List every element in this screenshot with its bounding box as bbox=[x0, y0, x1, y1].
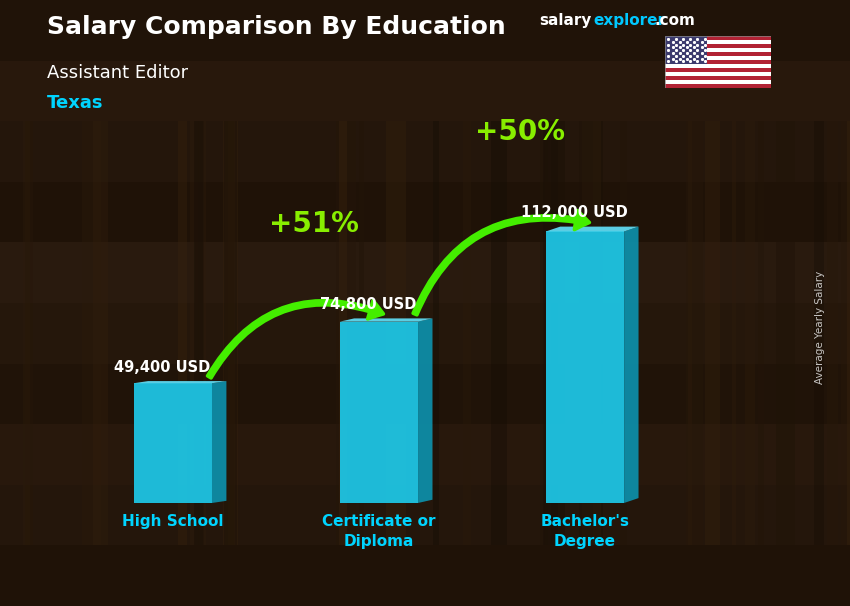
Bar bbox=[705, 121, 720, 545]
Text: +51%: +51% bbox=[269, 210, 359, 238]
Bar bbox=[665, 48, 771, 52]
Polygon shape bbox=[340, 318, 433, 322]
Bar bbox=[842, 121, 850, 545]
Bar bbox=[665, 56, 771, 60]
Bar bbox=[776, 121, 795, 545]
Bar bbox=[224, 121, 236, 545]
Bar bbox=[0, 485, 850, 545]
Bar bbox=[0, 364, 850, 424]
Bar bbox=[190, 121, 207, 545]
Bar bbox=[0, 545, 850, 606]
Bar bbox=[582, 121, 600, 545]
Bar bbox=[94, 121, 108, 545]
Polygon shape bbox=[546, 231, 624, 503]
Bar bbox=[195, 121, 200, 545]
Text: Assistant Editor: Assistant Editor bbox=[47, 64, 188, 82]
Text: Salary Comparison By Education: Salary Comparison By Education bbox=[47, 15, 506, 39]
Bar bbox=[665, 36, 707, 64]
Bar bbox=[665, 52, 771, 56]
Bar bbox=[224, 121, 237, 545]
Text: Average Yearly Salary: Average Yearly Salary bbox=[815, 271, 825, 384]
Bar bbox=[0, 303, 850, 364]
Bar bbox=[665, 60, 771, 64]
Bar bbox=[665, 36, 771, 41]
Bar bbox=[0, 242, 850, 303]
Polygon shape bbox=[546, 227, 638, 231]
Bar bbox=[665, 72, 771, 76]
Text: explorer: explorer bbox=[593, 13, 666, 28]
Bar bbox=[490, 121, 507, 545]
Bar bbox=[665, 68, 771, 72]
Bar bbox=[386, 121, 406, 545]
Bar bbox=[688, 121, 693, 545]
Bar bbox=[228, 121, 235, 545]
Bar bbox=[225, 121, 234, 545]
Bar bbox=[0, 182, 850, 242]
Bar bbox=[758, 121, 764, 545]
Bar bbox=[0, 121, 850, 182]
Bar bbox=[665, 80, 771, 84]
FancyArrowPatch shape bbox=[413, 210, 589, 315]
Text: .com: .com bbox=[654, 13, 695, 28]
Text: 49,400 USD: 49,400 USD bbox=[115, 360, 211, 375]
Bar bbox=[545, 121, 551, 545]
Bar bbox=[745, 121, 755, 545]
Bar bbox=[198, 121, 204, 545]
Bar bbox=[593, 121, 604, 545]
Bar bbox=[686, 121, 703, 545]
Bar bbox=[543, 121, 548, 545]
Bar bbox=[665, 44, 771, 48]
Text: +50%: +50% bbox=[474, 118, 564, 145]
Bar bbox=[813, 121, 824, 545]
Bar bbox=[551, 121, 565, 545]
Text: 112,000 USD: 112,000 USD bbox=[521, 205, 628, 220]
Bar bbox=[580, 121, 592, 545]
Polygon shape bbox=[418, 318, 433, 503]
Bar bbox=[434, 121, 439, 545]
Bar bbox=[463, 121, 471, 545]
Bar bbox=[359, 121, 364, 545]
Bar bbox=[0, 0, 850, 61]
Polygon shape bbox=[340, 322, 418, 503]
Text: salary: salary bbox=[540, 13, 592, 28]
Polygon shape bbox=[133, 383, 212, 503]
Bar bbox=[178, 121, 187, 545]
Bar bbox=[732, 121, 736, 545]
Text: 74,800 USD: 74,800 USD bbox=[320, 297, 416, 312]
Polygon shape bbox=[133, 381, 226, 383]
Bar bbox=[23, 121, 31, 545]
Polygon shape bbox=[212, 381, 226, 503]
Bar bbox=[827, 121, 838, 545]
Bar bbox=[541, 121, 551, 545]
Bar bbox=[0, 424, 850, 485]
Bar bbox=[339, 121, 348, 545]
Bar bbox=[0, 61, 850, 121]
Bar bbox=[620, 121, 626, 545]
Bar bbox=[665, 64, 771, 68]
Bar bbox=[194, 121, 203, 545]
Bar bbox=[665, 84, 771, 88]
Bar bbox=[665, 76, 771, 80]
Text: Texas: Texas bbox=[47, 94, 103, 112]
FancyArrowPatch shape bbox=[207, 301, 383, 378]
Bar bbox=[543, 121, 558, 545]
Bar bbox=[82, 121, 101, 545]
Bar bbox=[337, 121, 356, 545]
Bar bbox=[665, 41, 771, 44]
Bar bbox=[26, 121, 33, 545]
Polygon shape bbox=[624, 227, 638, 503]
Bar bbox=[847, 121, 850, 545]
